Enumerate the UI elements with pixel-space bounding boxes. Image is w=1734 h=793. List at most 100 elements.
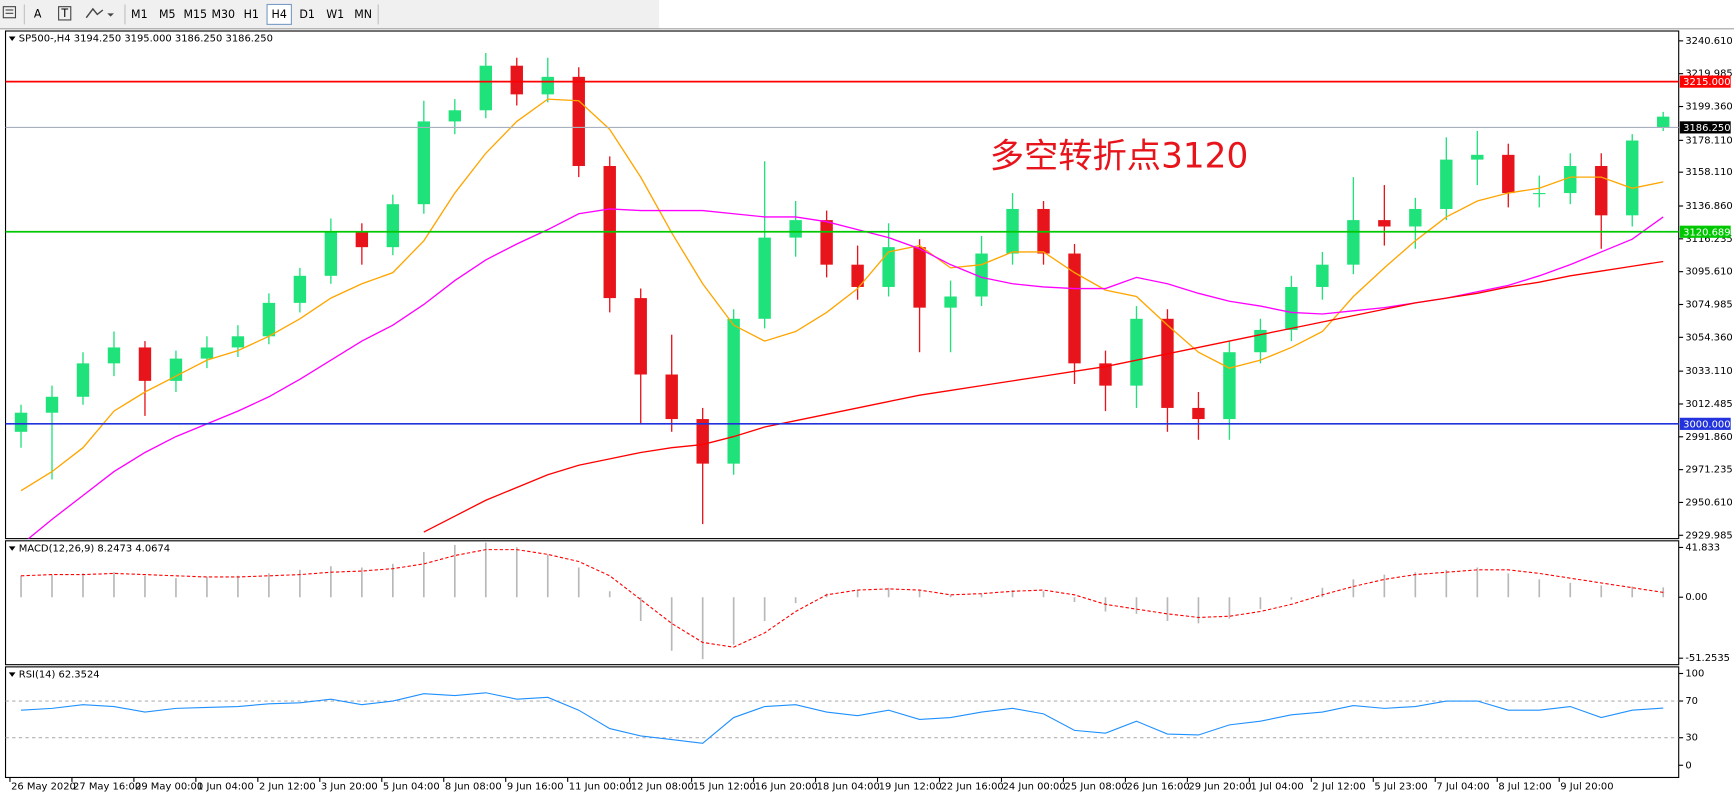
panel: 100 70 30 0 RSI(14) 62.3524 xyxy=(4,666,1704,779)
x-tick-label: 18 Jun 04:00 xyxy=(817,781,880,792)
candle-body xyxy=(1409,208,1422,227)
candle-body xyxy=(727,318,740,464)
y-tick-label: 3033.110 xyxy=(1685,366,1732,377)
y-tick-label: 0 xyxy=(1685,760,1691,771)
candle-body xyxy=(1564,165,1577,194)
timeframe-button[interactable]: M30 xyxy=(211,8,235,21)
x-tick-label: 2 Jul 12:00 xyxy=(1312,781,1365,792)
candle-body xyxy=(231,336,245,348)
candle-body xyxy=(758,237,771,319)
candle-body xyxy=(541,76,554,95)
x-tick-label: 24 Jun 00:00 xyxy=(1003,781,1066,792)
plot-area xyxy=(5,692,1679,744)
chart-area: 3240.610 3219.985 3199.360 3178.110 3158.110… xyxy=(4,30,1733,792)
candle-body xyxy=(572,76,585,166)
layout-icon[interactable] xyxy=(2,6,17,19)
candle-body xyxy=(1285,286,1298,330)
candle-body xyxy=(913,247,926,308)
plot-area xyxy=(20,542,1665,660)
timeframe-button[interactable]: M5 xyxy=(159,8,176,21)
candle-body xyxy=(1626,140,1639,216)
y-tick-label: 2991.860 xyxy=(1685,432,1732,443)
timeframe-button[interactable]: M15 xyxy=(183,8,207,21)
candle-body xyxy=(1378,220,1391,227)
panel: 41.833 0.00 -51.2535 MACD(12,26,9) 8.2473 4… xyxy=(4,540,1730,666)
panel-frame xyxy=(4,540,1680,666)
timeframe-button[interactable]: M1 xyxy=(131,8,148,21)
price-label-bg xyxy=(1679,225,1731,238)
y-tick-label: 3116.235 xyxy=(1685,234,1732,245)
y-tick-label: 3136.860 xyxy=(1685,201,1732,212)
panel: 3240.610 3219.985 3199.360 3178.110 3158.110… xyxy=(4,30,1733,541)
panel-frame xyxy=(4,666,1680,779)
y-tick-label: 41.833 xyxy=(1685,542,1720,553)
x-tick-label: 12 Jun 08:00 xyxy=(631,781,694,792)
y-tick-label: 70 xyxy=(1685,696,1698,707)
candle-body xyxy=(1316,264,1329,287)
candle-body xyxy=(386,204,400,248)
timeframe-button[interactable]: MN xyxy=(354,8,372,21)
x-tick-label: 22 Jun 16:00 xyxy=(941,781,1004,792)
active-timeframe-bg xyxy=(266,3,292,25)
candle-body xyxy=(200,347,214,359)
candle-body xyxy=(1533,193,1546,195)
price-label: 3186.250 xyxy=(1683,123,1730,134)
y-tick-label: 3012.485 xyxy=(1685,399,1732,410)
x-tick-label: 2 Jun 12:00 xyxy=(259,781,316,792)
x-tick-label: 1 Jul 04:00 xyxy=(1250,781,1303,792)
candle-body xyxy=(293,275,307,303)
y-tick-label: 3219.985 xyxy=(1685,69,1732,80)
price-label-bg xyxy=(1679,75,1731,88)
candle-body xyxy=(324,231,338,276)
label-tool-frame xyxy=(58,6,72,21)
candle-body xyxy=(1099,363,1112,386)
timeframe-button[interactable]: H4 xyxy=(272,8,287,21)
label-tool[interactable]: T xyxy=(60,7,68,20)
x-tick-label: 26 Jun 16:00 xyxy=(1127,781,1190,792)
candle-body xyxy=(975,253,988,297)
candle-body xyxy=(107,347,121,364)
x-tick-label: 7 Jul 04:00 xyxy=(1436,781,1489,792)
timeframe-button[interactable]: W1 xyxy=(326,8,344,21)
y-tick-label: 3095.610 xyxy=(1685,267,1732,278)
timeframe-buttons: M1 M5 M15 M30 H1 H4 D1 W1 MN xyxy=(131,3,379,25)
price-label: 3000.000 xyxy=(1683,419,1730,430)
y-tick-label: 3240.610 xyxy=(1685,36,1732,47)
candle-body xyxy=(262,302,276,337)
rsi-line xyxy=(20,692,1664,744)
candle-body xyxy=(665,374,678,420)
x-tick-label: 3 Jun 20:00 xyxy=(321,781,378,792)
x-tick-label: 9 Jul 20:00 xyxy=(1560,781,1613,792)
y-tick-label: 2971.235 xyxy=(1685,465,1732,476)
shapes-tool[interactable] xyxy=(85,7,114,19)
price-label: 3215.000 xyxy=(1683,77,1730,88)
x-tick-label: 11 Jun 00:00 xyxy=(569,781,632,792)
icon xyxy=(85,7,104,19)
candle-body xyxy=(417,121,431,205)
title-marker xyxy=(8,36,16,41)
candle-body xyxy=(1471,154,1484,160)
candle-body xyxy=(1223,352,1236,420)
moving-average xyxy=(423,260,1664,533)
y-tick-label: 100 xyxy=(1685,668,1704,679)
candle-body xyxy=(851,264,864,287)
text-tool[interactable]: A xyxy=(34,7,42,20)
candle-body xyxy=(1595,165,1608,216)
timeframe-button[interactable]: D1 xyxy=(299,8,315,21)
x-tick-label: 8 Jun 08:00 xyxy=(445,781,502,792)
dropdown-arrow xyxy=(107,13,114,17)
x-tick-label: 29 May 00:00 xyxy=(135,781,203,792)
candle-body xyxy=(76,363,90,397)
y-tick-label: 2950.610 xyxy=(1685,497,1732,508)
icon-frame xyxy=(2,6,17,19)
y-tick-label: 3054.360 xyxy=(1685,332,1732,343)
candle-body xyxy=(882,247,895,287)
moving-average xyxy=(20,98,1664,492)
timeframe-button[interactable]: H1 xyxy=(244,8,259,21)
y-tick-label: 3199.360 xyxy=(1685,102,1732,113)
x-tick-label: 9 Jun 16:00 xyxy=(507,781,564,792)
y-tick-label: 30 xyxy=(1685,733,1698,744)
x-tick-label: 19 Jun 12:00 xyxy=(879,781,942,792)
